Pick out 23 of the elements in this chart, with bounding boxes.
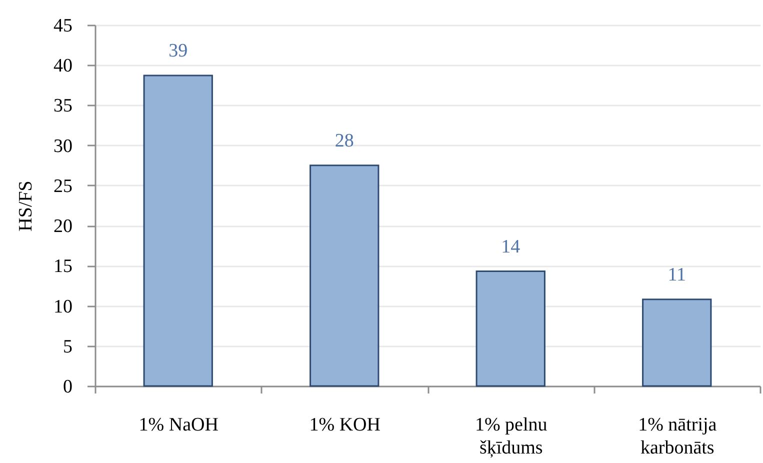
y-tick-label: 5 [63, 336, 72, 358]
y-tick-label: 30 [54, 136, 72, 157]
data-label: 14 [501, 236, 521, 258]
y-tick-label: 0 [63, 376, 72, 398]
data-label: 11 [668, 264, 686, 286]
bar [310, 164, 380, 387]
y-tick-label: 20 [54, 216, 72, 238]
y-tick-label: 10 [54, 296, 72, 318]
bar [476, 270, 546, 387]
y-axis-title: HS/FS [16, 180, 36, 232]
x-tick-label: 1% NaOH [138, 414, 219, 436]
y-tick-label: 45 [54, 16, 72, 36]
bar [642, 298, 712, 387]
y-tick-label: 25 [54, 176, 72, 197]
y-tick-label: 15 [54, 256, 72, 278]
y-tick-label: 35 [54, 96, 72, 117]
y-tick-label: 40 [54, 56, 72, 77]
data-label: 28 [334, 130, 354, 152]
x-tick-label: 1% nātrija karbonāts [638, 414, 718, 458]
data-label: 39 [168, 40, 188, 62]
x-tick-label: 1% KOH [309, 414, 381, 436]
bar [143, 74, 213, 387]
x-tick-label: 1% pelnu šķīdums [474, 414, 548, 458]
